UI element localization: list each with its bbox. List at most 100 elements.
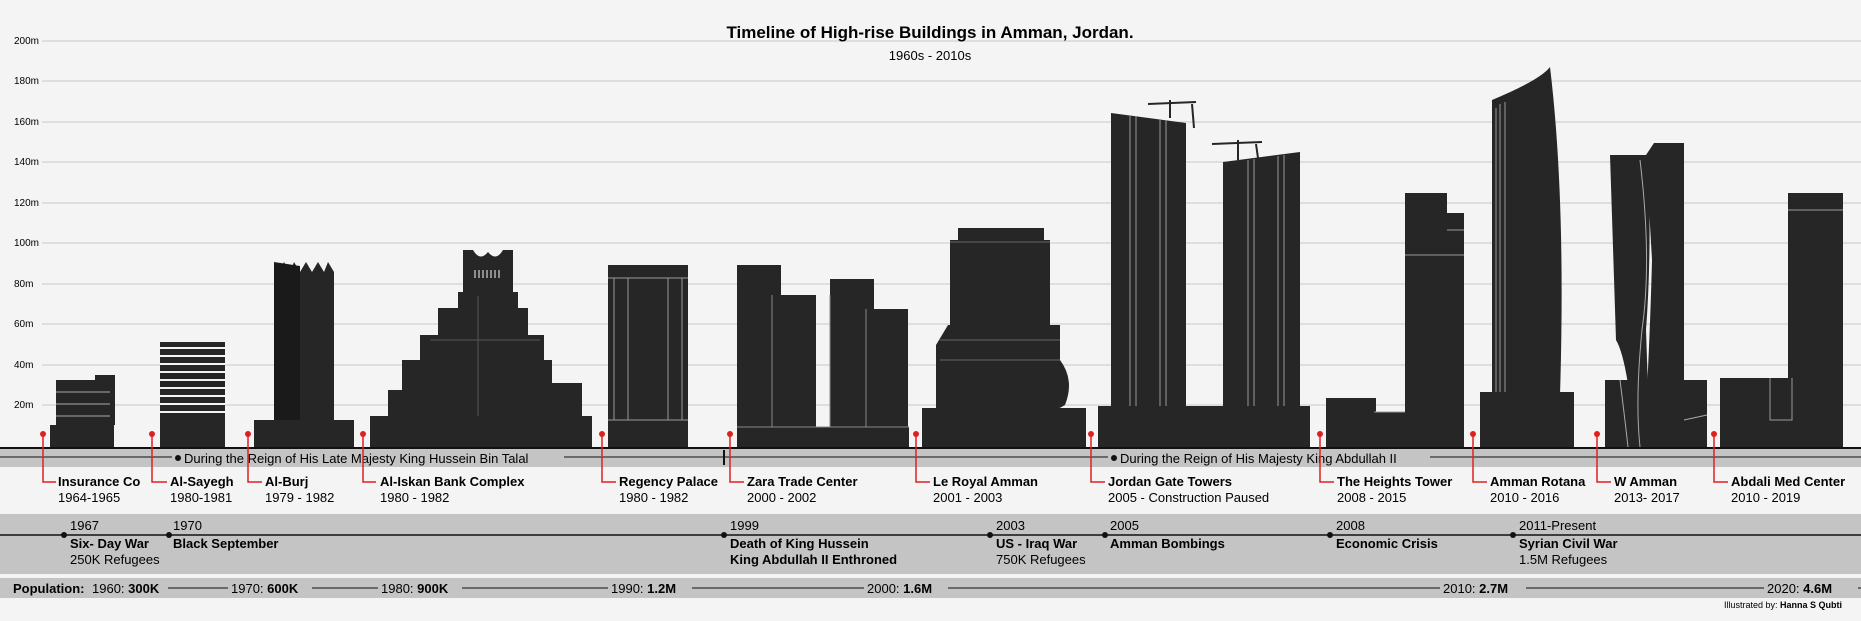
population-point: 1970: 600K [231,581,299,596]
event-year: 1970 [173,518,202,533]
building-years: 1964-1965 [58,490,120,505]
population-point: 2020: 4.6M [1767,581,1832,596]
population-year: 1970: [231,581,264,596]
reign-label-abdullah: During the Reign of His Majesty King Abd… [1120,451,1397,466]
event-item: 2003 US - Iraq War 750K Refugees [987,518,1086,567]
grid-row: 200m [14,36,1861,47]
y-tick-label: 40m [14,360,33,371]
event-title: US - Iraq War [996,536,1077,551]
population-year: 2010: [1443,581,1476,596]
population-value: 4.6M [1803,581,1832,596]
building-label: Abdali Med Center 2010 - 2019 [1711,431,1845,505]
population-point: 1980: 900K [381,581,449,596]
y-tick-label: 140m [14,157,39,168]
event-title: Six- Day War [70,536,149,551]
building-label: Zara Trade Center 2000 - 2002 [727,431,858,505]
y-tick-label: 80m [14,279,33,290]
population-label: Population: [13,581,85,596]
y-tick-label: 20m [14,400,33,411]
building-years: 1980 - 1982 [380,490,449,505]
population-point: 1990: 1.2M [611,581,676,596]
building-label: The Heights Tower 2008 - 2015 [1317,431,1452,505]
event-detail: King Abdullah II Enthroned [730,552,897,567]
building-insurance-co [50,375,115,447]
y-tick-label: 200m [14,36,39,47]
population-band [0,578,1861,598]
population-year: 2020: [1767,581,1800,596]
event-detail: 750K Refugees [996,552,1086,567]
building-abdali-med-center [1720,193,1843,447]
building-label: Amman Rotana 2010 - 2016 [1470,431,1586,505]
building-years: 2001 - 2003 [933,490,1002,505]
event-year: 1967 [70,518,99,533]
event-title: Syrian Civil War [1519,536,1618,551]
building-label: Regency Palace 1980 - 1982 [599,431,718,505]
event-title: Economic Crisis [1336,536,1438,551]
building-years: 1980 - 1982 [619,490,688,505]
building-name: Le Royal Amman [933,474,1038,489]
building-name: Insurance Co [58,474,140,489]
building-name: Amman Rotana [1490,474,1586,489]
population-value: 2.7M [1479,581,1508,596]
event-item: 2005 Amman Bombings [1102,518,1225,551]
building-years: 2008 - 2015 [1337,490,1406,505]
population-point: 2010: 2.7M [1443,581,1508,596]
population-year: 1980: [381,581,414,596]
building-label: Insurance Co 1964-1965 [40,431,140,505]
building-name: The Heights Tower [1337,474,1452,489]
y-tick-label: 60m [14,319,33,330]
y-tick-label: 180m [14,76,39,87]
building-label: Le Royal Amman 2001 - 2003 [913,431,1038,505]
reign-label-hussein: During the Reign of His Late Majesty Kin… [184,451,529,466]
building-years: 2005 - Construction Paused [1108,490,1269,505]
building-al-iskan-bank [370,250,592,447]
building-amman-rotana [1480,67,1574,447]
event-year: 2005 [1110,518,1139,533]
building-name: Zara Trade Center [747,474,858,489]
credit-name: Hanna S Qubti [1780,600,1842,610]
population-value: 1.6M [903,581,932,596]
building-name: W Amman [1614,474,1677,489]
illustrator-credit: Illustrated by: Hanna S Qubti [1724,600,1842,610]
building-years: 2010 - 2019 [1731,490,1800,505]
event-year: 2003 [996,518,1025,533]
building-name: Al-Iskan Bank Complex [380,474,525,489]
event-item: 1967 Six- Day War 250K Refugees [61,518,160,567]
building-jordan-gate-towers [1098,100,1310,447]
building-label: W Amman 2013- 2017 [1594,431,1680,505]
building-silhouettes [50,67,1843,448]
event-year: 2008 [1336,518,1365,533]
population-year: 1990: [611,581,644,596]
building-w-amman [1605,143,1708,448]
page-subtitle: 1960s - 2010s [889,48,972,63]
page-title: Timeline of High-rise Buildings in Amman… [726,23,1133,42]
reign-band: During the Reign of His Late Majesty Kin… [0,447,1861,467]
event-item: 1970 Black September [166,518,279,551]
building-name: Abdali Med Center [1731,474,1845,489]
building-name: Regency Palace [619,474,718,489]
event-year: 2011-Present [1519,518,1596,533]
building-name: Al-Sayegh [170,474,234,489]
event-title: Death of King Hussein [730,536,869,551]
event-item: 1999 Death of King Hussein King Abdullah… [721,518,897,567]
event-year: 1999 [730,518,759,533]
population-points: Population: 1960: 300K 1970: 600K 1980: … [13,581,1832,596]
building-years: 1980-1981 [170,490,232,505]
building-label: Al-Burj 1979 - 1982 [245,431,334,505]
population-point: 1960: 300K [92,581,160,596]
credit-prefix: Illustrated by: [1724,600,1778,610]
building-zara-trade-center [737,265,909,447]
building-label: Jordan Gate Towers 2005 - Construction P… [1088,431,1269,505]
event-item: 2008 Economic Crisis [1327,518,1438,551]
event-item: 2011-Present Syrian Civil War 1.5M Refug… [1510,518,1618,567]
building-name: Jordan Gate Towers [1108,474,1232,489]
event-title: Black September [173,536,279,551]
population-year: 2000: [867,581,900,596]
grid-row: 180m [14,76,1861,87]
building-name: Al-Burj [265,474,308,489]
building-the-heights-tower [1326,193,1464,447]
building-al-burj [254,262,354,447]
population-value: 300K [128,581,160,596]
